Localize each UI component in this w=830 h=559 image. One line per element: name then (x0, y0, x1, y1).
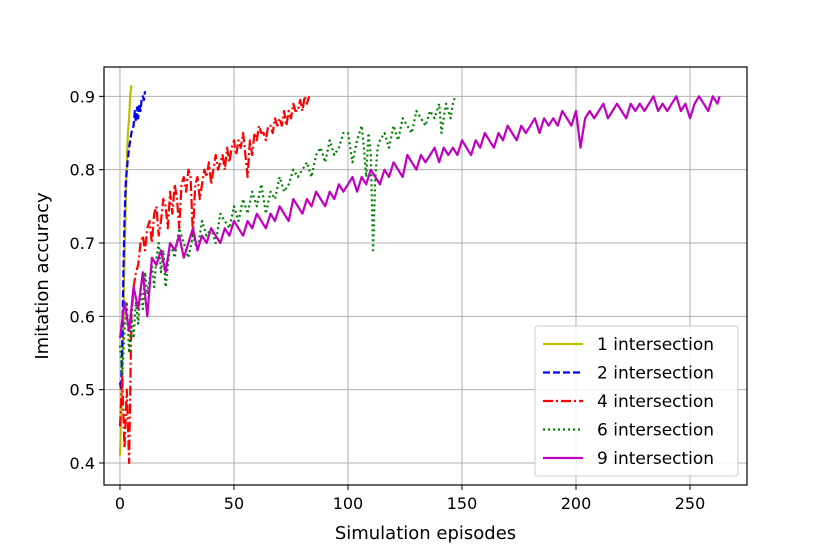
series-line-4-intersection (118, 95, 311, 465)
x-tick-label: 250 (675, 494, 706, 513)
series-lines (118, 85, 721, 465)
x-tick-label: 50 (224, 494, 244, 513)
series-line-6-intersection (118, 95, 457, 377)
y-tick-label: 0.9 (70, 87, 95, 106)
x-tick-label: 0 (115, 494, 125, 513)
y-tick-label: 0.5 (70, 381, 95, 400)
y-tick-label: 0.7 (70, 234, 95, 253)
legend-box (534, 325, 739, 477)
y-tick-label: 0.6 (70, 307, 95, 326)
axis-ticks: 0 50 100 150 200 250 0.4 0.5 0.6 0.7 0.8 0.9 (70, 87, 706, 513)
y-tick-label: 0.8 (70, 161, 95, 180)
legend-label: 9 intersection (597, 449, 714, 469)
x-axis-label: Simulation episodes (335, 523, 516, 544)
legend: 1 intersection 2 intersection 4 intersecti… (534, 325, 739, 477)
plot-frame (103, 66, 748, 486)
series-line-9-intersection (118, 95, 721, 339)
legend-label: 1 intersection (597, 335, 714, 355)
x-tick-label: 150 (447, 494, 478, 513)
x-tick-label: 100 (333, 494, 364, 513)
grid (104, 67, 747, 485)
x-tick-label: 200 (561, 494, 592, 513)
legend-label: 4 intersection (597, 392, 714, 412)
y-tick-label: 0.4 (70, 454, 95, 473)
series-line-2-intersection (118, 91, 147, 391)
y-axis-label: Imitation accuracy (32, 192, 53, 360)
legend-label: 2 intersection (597, 364, 714, 384)
legend-label: 6 intersection (597, 421, 714, 441)
